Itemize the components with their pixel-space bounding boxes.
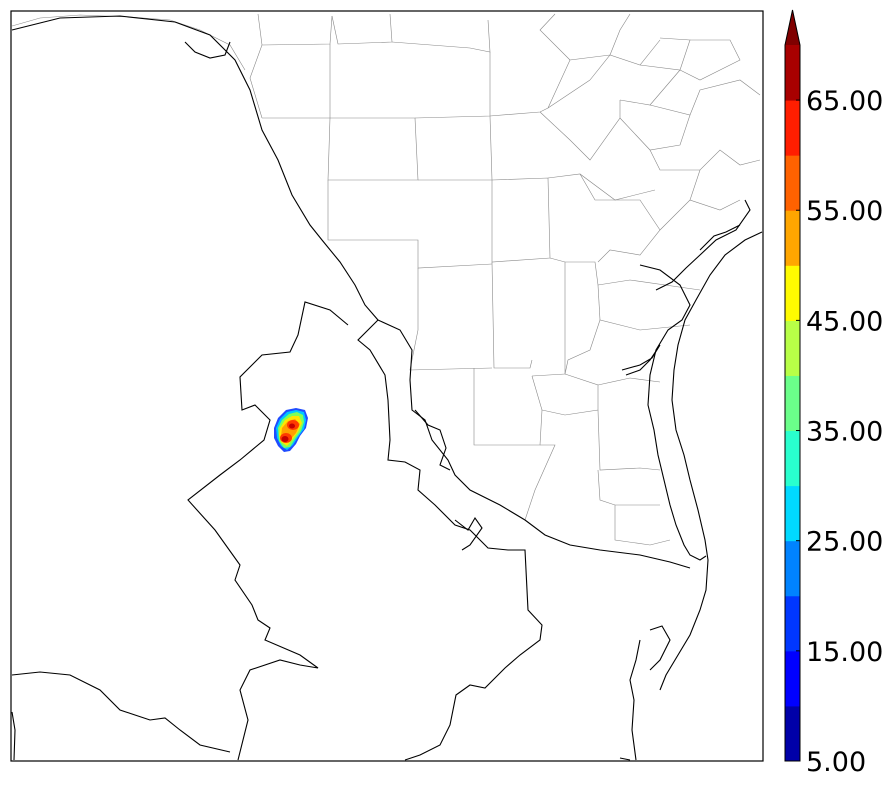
colorbar-segments [785,45,800,762]
colorbar-tick-label: 35.00 [806,417,883,448]
colorbar-segment [785,430,800,487]
colorbar-tick-label: 45.00 [806,306,883,337]
bay-inlet-3 [699,224,741,251]
lower-laguna [629,639,641,761]
colorbar-segment [785,100,800,156]
border-lines [11,15,763,761]
colorbar-segment [785,210,800,266]
colorbar-segment [785,650,800,707]
rio-grande-upper [11,15,691,569]
reservoir [414,409,451,471]
colorbar-segment [785,705,800,762]
colorbar-segment [785,155,800,211]
colorbar-ticks: 5.00 15.00 25.00 35.00 45.00 55.00 65.00 [796,86,883,778]
colorbar-tick-label: 25.00 [806,527,883,558]
map-background [11,11,763,761]
map-panel [10,10,764,762]
reservoir-2 [454,516,483,551]
colorbar-tick-label: 15.00 [806,637,883,668]
coastline [659,231,763,691]
colorbar: 5.00 15.00 25.00 35.00 45.00 55.00 65.00 [784,9,883,778]
lower-inlet [649,625,671,671]
colorbar-segment [785,375,800,432]
laguna-madre [639,264,707,561]
colorbar-tick-label: 5.00 [806,747,866,778]
bay-inlet-2 [655,199,751,291]
colorbar-segment [785,540,800,597]
radar-echo-cell [274,408,308,452]
echo-core-upper [289,423,295,429]
map-frame [10,10,764,762]
bay-inlet-1 [621,344,661,376]
mexico-state-line-north [187,301,349,761]
lake-inlet-north [184,41,231,59]
colorbar-segment [785,320,800,376]
colorbar-segment [785,45,800,101]
colorbar-extend-arrow [785,10,800,45]
colorbar-segment [785,265,800,321]
county-lines [11,13,761,546]
colorbar-tick-label: 65.00 [806,86,883,117]
border-edge-sw [619,757,631,761]
colorbar-segment [785,485,800,542]
echo-core-lower [281,436,289,442]
mexico-state-line-west [11,711,16,761]
mexico-state-line-east [357,319,543,761]
colorbar-segment [785,595,800,652]
mexico-state-line-south [11,671,231,753]
colorbar-tick-label: 55.00 [806,196,883,227]
